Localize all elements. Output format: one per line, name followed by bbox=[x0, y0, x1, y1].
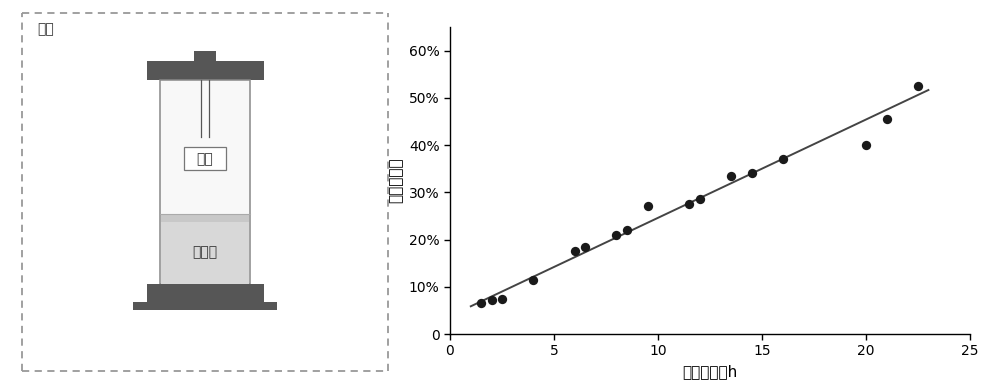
Bar bbox=[160, 79, 250, 284]
Point bbox=[879, 116, 895, 122]
Point bbox=[681, 201, 697, 207]
Y-axis label: 含水饱和度: 含水饱和度 bbox=[388, 158, 403, 203]
Bar bbox=[161, 222, 249, 284]
Point bbox=[640, 204, 656, 210]
Point bbox=[723, 173, 739, 179]
Point bbox=[910, 83, 926, 89]
Point bbox=[692, 196, 708, 202]
Point bbox=[619, 227, 635, 233]
Point bbox=[484, 297, 500, 303]
Point bbox=[608, 232, 624, 238]
Point bbox=[744, 170, 760, 177]
Text: 烘筱: 烘筱 bbox=[37, 22, 54, 36]
Point bbox=[577, 243, 593, 250]
Point bbox=[494, 296, 510, 302]
Point bbox=[858, 142, 874, 148]
Bar bbox=[133, 302, 277, 310]
Bar bbox=[184, 147, 226, 170]
Point bbox=[473, 300, 489, 306]
Text: 岩心: 岩心 bbox=[197, 152, 213, 166]
Bar bbox=[146, 61, 264, 79]
X-axis label: 平衡时间／h: 平衡时间／h bbox=[682, 364, 738, 379]
Bar bbox=[161, 214, 249, 222]
Bar bbox=[194, 51, 216, 61]
Point bbox=[775, 156, 791, 162]
Point bbox=[567, 248, 583, 255]
Point bbox=[525, 276, 541, 283]
Bar bbox=[146, 284, 264, 302]
Text: 蒸馏水: 蒸馏水 bbox=[192, 246, 218, 260]
